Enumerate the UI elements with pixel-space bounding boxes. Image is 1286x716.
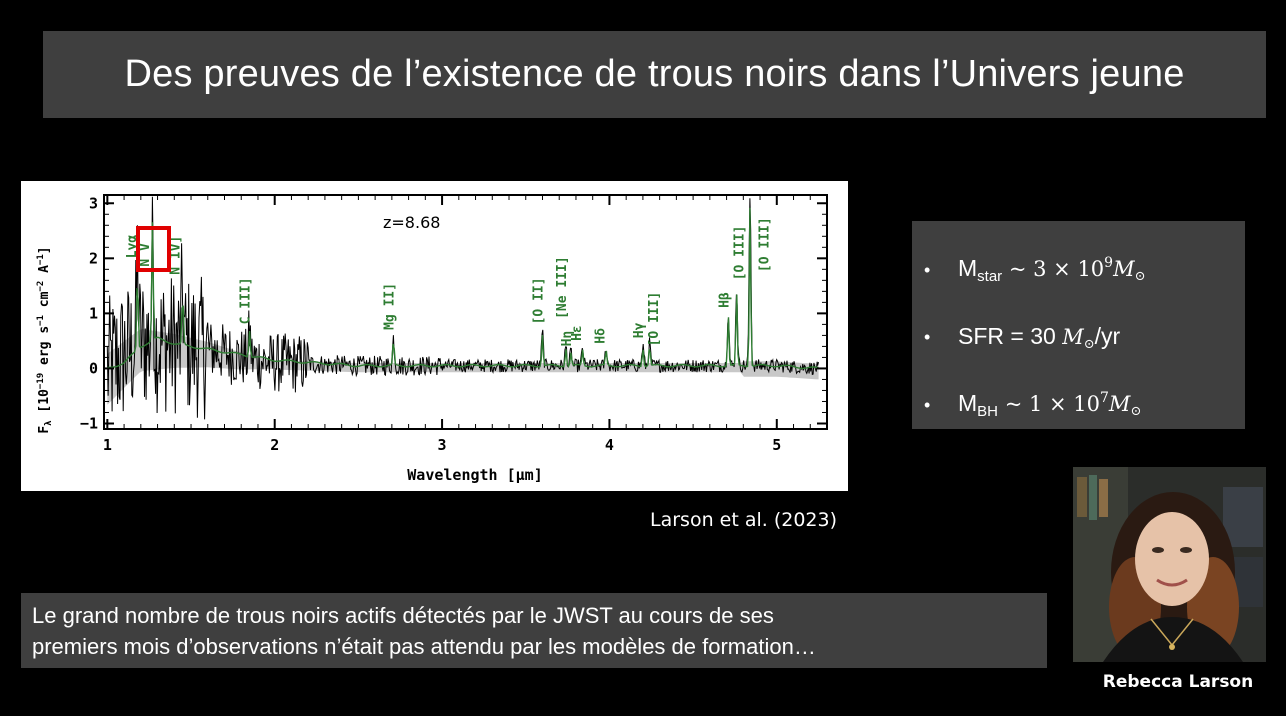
- x-axis-label: Wavelength [μm]: [407, 466, 542, 484]
- emission-line-label: [Ne III]: [555, 256, 570, 319]
- stat-exp: 9: [1104, 255, 1114, 271]
- redshift-annotation: z=8.68: [383, 213, 440, 232]
- emission-line-label-text: Mg II]: [383, 283, 398, 330]
- emission-line-label-text: [Ne III]: [555, 256, 570, 319]
- stat-label: M: [958, 390, 978, 416]
- emission-line-label-text: N IV]: [168, 236, 183, 275]
- plot-frame: 1 2 3 4 5 −1 0 1 2 3: [80, 194, 828, 454]
- emission-line-label: [O II]: [532, 277, 547, 324]
- ylabel-exp2: −1: [36, 315, 46, 326]
- emission-line-label-text: N V: [138, 243, 153, 267]
- emission-line-label: Hβ: [717, 292, 732, 308]
- stat-label: M: [958, 255, 978, 281]
- emission-line-label-text: [O III]: [732, 226, 747, 281]
- ylabel-sub: λ: [44, 420, 54, 426]
- spectrum-line: [106, 196, 820, 420]
- stat-mbh: • MBH ~ 1 × 107M⊙: [912, 385, 1245, 425]
- emission-line-label: N IV]: [168, 236, 183, 275]
- ylabel-cm: cm: [37, 291, 52, 307]
- figure-credit: Larson et al. (2023): [650, 509, 838, 531]
- x-tick-label: 2: [270, 436, 279, 454]
- stat-label-sub: star: [977, 268, 1003, 285]
- stat-label-sub: BH: [977, 403, 999, 420]
- y-tick-label: −1: [80, 414, 98, 432]
- emission-line-label-text: Hγ: [632, 322, 647, 338]
- ylabel-close: ]: [37, 246, 52, 254]
- stat-relation: ~: [998, 392, 1029, 416]
- emission-line-label-text: Hβ: [717, 292, 732, 308]
- ylabel-erg: erg s: [37, 326, 52, 365]
- galaxy-properties-box: • Mstar ~ 3 × 109M⊙ • SFR = 30 M⊙/yr • M…: [912, 221, 1245, 429]
- stat-sfr: • SFR = 30 M⊙/yr: [912, 317, 1245, 357]
- bullet: •: [924, 394, 931, 415]
- emission-line-label-text: Hε: [570, 325, 585, 341]
- emission-line-label: [O III]: [757, 217, 772, 272]
- stat-coef: 3 × 10: [1033, 257, 1105, 281]
- stat-label: SFR: [958, 322, 1004, 349]
- y-tick-label: 3: [89, 194, 98, 212]
- y-tick-label: 0: [89, 359, 98, 377]
- emission-line-label-text: [O III]: [647, 292, 662, 347]
- bullet: •: [924, 259, 931, 280]
- emission-line-label-text: Hη: [560, 331, 575, 347]
- axes-frame: [103, 194, 828, 430]
- stat-unit: M: [1108, 392, 1131, 416]
- emission-line-label: [O III]: [647, 292, 662, 347]
- ylabel-exp3: −2: [36, 281, 46, 292]
- person-name: Rebecca Larson: [1102, 672, 1254, 692]
- emission-line-label: N V: [138, 243, 153, 267]
- caption-box: Le grand nombre de trous noirs actifs dé…: [21, 593, 1047, 668]
- x-tick-label: 4: [605, 436, 614, 454]
- emission-line-label: Hγ: [632, 322, 647, 338]
- stat-relation: =: [1004, 322, 1031, 349]
- y-tick-label: 1: [89, 304, 98, 322]
- bullet: •: [924, 326, 931, 347]
- slide-title: Des preuves de l’existence de trous noir…: [124, 53, 1185, 95]
- ylabel-main: F: [37, 426, 52, 434]
- y-tick-label: 2: [89, 249, 98, 267]
- ylabel-exp1: −19: [36, 373, 46, 389]
- stat-exp: 7: [1100, 390, 1109, 406]
- emission-line-label-text: [O II]: [532, 277, 547, 324]
- stat-unit: M: [1113, 257, 1135, 281]
- caption-text: Le grand nombre de trous noirs actifs dé…: [32, 600, 1032, 662]
- model-series: [107, 207, 819, 370]
- emission-line-label-text: [O III]: [757, 217, 772, 272]
- sun-symbol: ⊙: [1134, 269, 1146, 284]
- svg-text:Fλ [10−19 erg s−1 cm−2 A−1]: Fλ [10−19 erg s−1 cm−2 A−1]: [36, 246, 54, 433]
- stat-mstar: • Mstar ~ 3 × 109M⊙: [912, 250, 1245, 290]
- caption-line-1: Le grand nombre de trous noirs actifs dé…: [32, 603, 774, 628]
- stat-coef: 30: [1030, 322, 1056, 349]
- emission-line-label-text: C III]: [239, 277, 254, 324]
- x-tick-label: 3: [438, 436, 447, 454]
- spectrum-series: [106, 196, 820, 420]
- sun-symbol: ⊙: [1083, 336, 1095, 352]
- title-bar: Des preuves de l’existence de trous noir…: [43, 31, 1266, 118]
- x-tick-label: 1: [103, 436, 112, 454]
- caption-line-2: premiers mois d’observations n’était pas…: [32, 634, 816, 659]
- emission-line-label: C III]: [239, 277, 254, 324]
- emission-line-label-text: Hδ: [593, 328, 608, 344]
- sun-symbol: ⊙: [1130, 404, 1142, 419]
- stat-suffix: /yr: [1094, 322, 1121, 349]
- nv-highlight-box: [136, 226, 171, 272]
- emission-line-label: Hε: [570, 325, 585, 341]
- emission-line-label: [O III]: [732, 226, 747, 281]
- y-axis-label: Fλ [10−19 erg s−1 cm−2 A−1]: [36, 246, 54, 433]
- ylabel-open: [10: [37, 389, 52, 413]
- x-tick-label: 5: [772, 436, 781, 454]
- emission-line-label: Hη: [560, 331, 575, 347]
- portrait-photo: [1073, 467, 1266, 662]
- model-line: [107, 207, 819, 370]
- stat-relation: ~: [1002, 257, 1034, 281]
- stat-unit: M: [1062, 324, 1084, 349]
- emission-line-label: Mg II]: [383, 283, 398, 330]
- emission-line-label: Hδ: [593, 328, 608, 344]
- ylabel-A: A: [37, 265, 52, 273]
- ylabel-exp4: −1: [36, 254, 46, 265]
- stat-coef: 1 × 10: [1028, 392, 1100, 416]
